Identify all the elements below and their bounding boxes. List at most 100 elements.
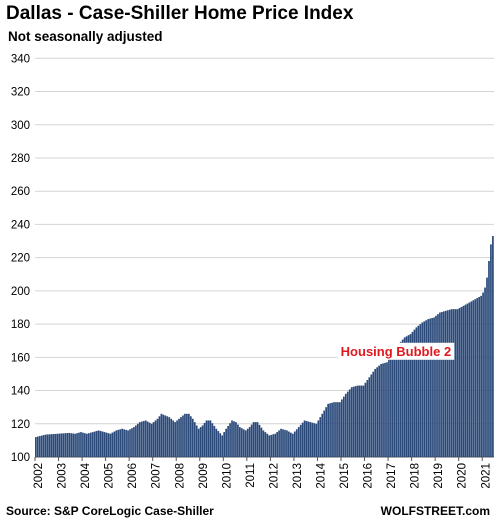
bar (60, 433, 63, 457)
bar (137, 423, 139, 457)
bar (284, 429, 286, 457)
bar (331, 402, 333, 457)
y-tick-label: 320 (11, 87, 30, 99)
bar (66, 433, 69, 457)
y-axis-ticks: 100 120 140 160 180 200 220 240 260 280 300 320 340 (11, 53, 30, 464)
bar (166, 416, 169, 457)
bar (54, 433, 57, 457)
bar (180, 417, 182, 457)
bar (235, 422, 237, 457)
bar (492, 236, 494, 457)
x-tick-label: 2006 (127, 463, 139, 489)
y-tick-label: 160 (11, 352, 30, 364)
bar (158, 416, 161, 457)
bar (239, 427, 241, 457)
bar (168, 417, 171, 457)
bar (470, 301, 473, 457)
bar (252, 422, 255, 457)
bar (99, 430, 102, 457)
bar (189, 416, 192, 457)
bar (452, 309, 455, 457)
bar (435, 315, 437, 457)
bar (307, 421, 310, 457)
bar (384, 362, 386, 457)
bar (397, 344, 400, 457)
bar (242, 429, 245, 457)
bar (148, 422, 151, 457)
bar (233, 421, 235, 457)
bar (474, 299, 477, 457)
y-tick-label: 100 (11, 452, 30, 464)
bar (468, 302, 471, 457)
y-tick-label: 300 (11, 120, 30, 132)
x-tick-label: 2019 (433, 463, 445, 489)
x-tick-label: 2005 (104, 463, 116, 489)
bar (191, 418, 194, 457)
bar (319, 417, 322, 457)
bar (254, 422, 257, 457)
bar (142, 421, 145, 457)
bar (444, 310, 447, 457)
bar (101, 431, 104, 457)
bar (425, 320, 428, 457)
bar (186, 413, 188, 457)
bar (70, 433, 73, 457)
bar (286, 430, 288, 457)
bar (95, 430, 98, 457)
bar (131, 428, 133, 457)
bar (431, 318, 433, 457)
x-tick-label: 2009 (198, 463, 210, 489)
bar (52, 434, 55, 457)
bar (421, 322, 424, 457)
bar (176, 420, 178, 457)
bar (278, 430, 280, 457)
bar (303, 420, 306, 457)
x-axis-ticks: 2002 2003 2004 2005 2006 2007 2008 2009 2010 2011… (33, 457, 492, 489)
bar (109, 433, 112, 457)
bar (197, 428, 200, 457)
bar (223, 432, 226, 457)
bar (44, 434, 47, 457)
bar (327, 403, 329, 457)
bar (323, 410, 326, 457)
bar (401, 339, 404, 457)
bar (362, 385, 365, 457)
bar (209, 420, 212, 457)
bar (342, 396, 345, 457)
bar (86, 433, 88, 457)
bar (399, 341, 402, 457)
chart-title: Dallas - Case-Shiller Home Price Index (6, 3, 354, 24)
bar (488, 260, 490, 457)
bar (164, 415, 167, 457)
x-tick-label: 2012 (268, 463, 280, 489)
bar (219, 433, 222, 457)
bar (58, 433, 61, 457)
bar (150, 423, 153, 457)
bar (352, 386, 355, 457)
bar (113, 431, 116, 457)
bar (315, 423, 318, 457)
bar (482, 292, 484, 457)
bar (282, 429, 284, 457)
bar (121, 428, 124, 457)
bar (337, 402, 339, 457)
bar (403, 337, 406, 457)
bar (91, 432, 94, 457)
bar-series (35, 236, 494, 457)
bar (199, 427, 202, 457)
bar (195, 425, 198, 457)
bar (458, 308, 461, 457)
bar (74, 433, 76, 457)
bar (413, 329, 416, 457)
bar (76, 433, 78, 457)
bar (184, 413, 186, 457)
bar (456, 309, 459, 457)
bar (464, 304, 467, 457)
brand-label: WOLFSTREET.com (380, 504, 490, 518)
bar (205, 420, 208, 457)
bar (272, 434, 275, 457)
y-tick-label: 340 (11, 53, 30, 65)
chart-subtitle: Not seasonally adjusted (8, 29, 163, 44)
bar (56, 433, 59, 457)
bar (68, 432, 71, 457)
